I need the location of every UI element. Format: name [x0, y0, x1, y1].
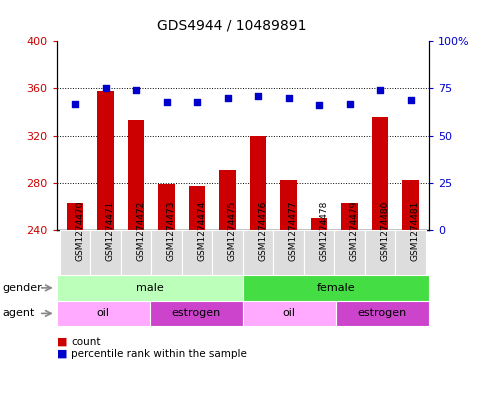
Bar	[158, 184, 175, 230]
Bar	[128, 120, 144, 230]
Bar	[151, 230, 182, 275]
Bar	[280, 180, 297, 230]
Text: count: count	[71, 337, 101, 347]
Bar	[60, 230, 90, 275]
Text: estrogen: estrogen	[172, 309, 221, 318]
Bar	[395, 230, 426, 275]
Text: GSM1274473: GSM1274473	[167, 201, 176, 261]
Bar	[311, 218, 327, 230]
Bar	[249, 136, 266, 230]
Text: GSM1274479: GSM1274479	[350, 201, 358, 261]
Bar	[336, 301, 429, 326]
Text: GSM1274477: GSM1274477	[288, 201, 298, 261]
Bar	[243, 301, 336, 326]
Text: percentile rank within the sample: percentile rank within the sample	[71, 349, 247, 359]
Bar	[219, 170, 236, 230]
Bar	[365, 230, 395, 275]
Text: agent: agent	[2, 309, 35, 318]
Point	[163, 99, 171, 105]
Bar	[341, 203, 358, 230]
Bar	[57, 275, 243, 301]
Bar	[334, 230, 365, 275]
Point	[132, 87, 140, 94]
Bar	[182, 230, 212, 275]
Bar	[189, 186, 206, 230]
Bar	[243, 230, 273, 275]
Text: GSM1274480: GSM1274480	[380, 201, 389, 261]
Text: female: female	[317, 283, 355, 293]
Text: ■: ■	[57, 349, 67, 359]
Bar	[97, 91, 114, 230]
Point	[193, 99, 201, 105]
Bar	[304, 230, 334, 275]
Text: GSM1274478: GSM1274478	[319, 201, 328, 261]
Text: GSM1274471: GSM1274471	[106, 201, 114, 261]
Bar	[212, 230, 243, 275]
Bar	[121, 230, 151, 275]
Bar	[150, 301, 243, 326]
Point	[102, 85, 109, 92]
Point	[71, 100, 79, 107]
Text: GSM1274474: GSM1274474	[197, 201, 206, 261]
Point	[376, 87, 384, 94]
Point	[254, 93, 262, 99]
Bar	[67, 203, 83, 230]
Bar	[402, 180, 419, 230]
Text: estrogen: estrogen	[358, 309, 407, 318]
Point	[284, 95, 292, 101]
Text: male: male	[136, 283, 164, 293]
Point	[315, 102, 323, 108]
Text: GDS4944 / 10489891: GDS4944 / 10489891	[157, 18, 307, 33]
Text: oil: oil	[97, 309, 110, 318]
Bar	[372, 117, 388, 230]
Bar	[90, 230, 121, 275]
Bar	[57, 301, 150, 326]
Point	[346, 100, 353, 107]
Text: GSM1274470: GSM1274470	[75, 201, 84, 261]
Text: ■: ■	[57, 337, 67, 347]
Text: GSM1274481: GSM1274481	[411, 201, 420, 261]
Text: GSM1274475: GSM1274475	[228, 201, 237, 261]
Point	[407, 97, 415, 103]
Text: gender: gender	[2, 283, 42, 293]
Text: GSM1274476: GSM1274476	[258, 201, 267, 261]
Point	[224, 95, 232, 101]
Text: oil: oil	[283, 309, 296, 318]
Bar	[243, 275, 429, 301]
Text: GSM1274472: GSM1274472	[136, 201, 145, 261]
Bar	[273, 230, 304, 275]
